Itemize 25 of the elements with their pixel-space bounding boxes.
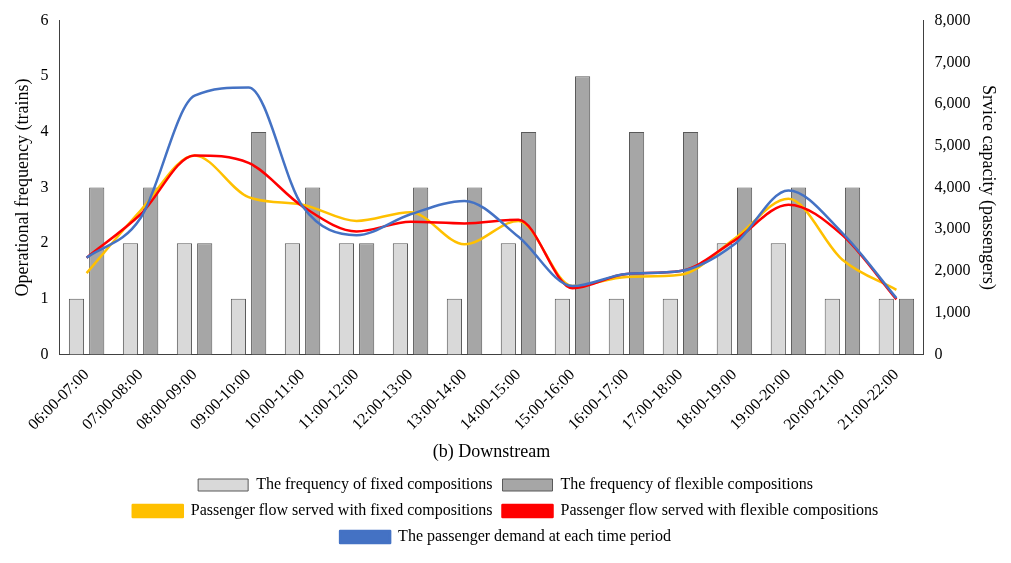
legend-label: Passenger flow served with fixed compositions [190,501,493,520]
legend-label: The frequency of flexible compositions [560,475,813,494]
y2-tick-label: 5,000 [934,136,971,154]
y-tick-label: 4 [40,122,49,140]
y-tick-label: 1 [40,289,49,307]
y2-axis-title: Srvice capacity (passengers) [978,85,1000,291]
y-tick-label: 6 [40,10,49,28]
y2-tick-label: 6,000 [934,94,971,112]
legend-label: Passenger flow served with flexible compositions [560,501,879,520]
y-tick-label: 0 [40,344,49,362]
y2-tick-label: 4,000 [934,177,971,195]
y-tick-label: 3 [40,177,49,195]
y-tick-label: 2 [40,233,49,251]
legend-label: The frequency of fixed compositions [256,475,493,494]
y-tick-label: 5 [40,66,49,84]
y2-tick-label: 0 [934,344,943,362]
y2-tick-label: 7,000 [934,52,971,70]
y2-tick-label: 1,000 [934,302,971,320]
line-series [85,86,898,300]
legend-label: The passenger demand at each time period [398,527,671,546]
y2-tick-label: 3,000 [934,219,971,237]
y-axis-title: Operational frequency (trains) [11,78,33,297]
x-axis-title: (b) Downstream [432,440,551,462]
y2-tick-label: 8,000 [934,10,971,28]
y2-tick-label: 2,000 [934,261,971,279]
